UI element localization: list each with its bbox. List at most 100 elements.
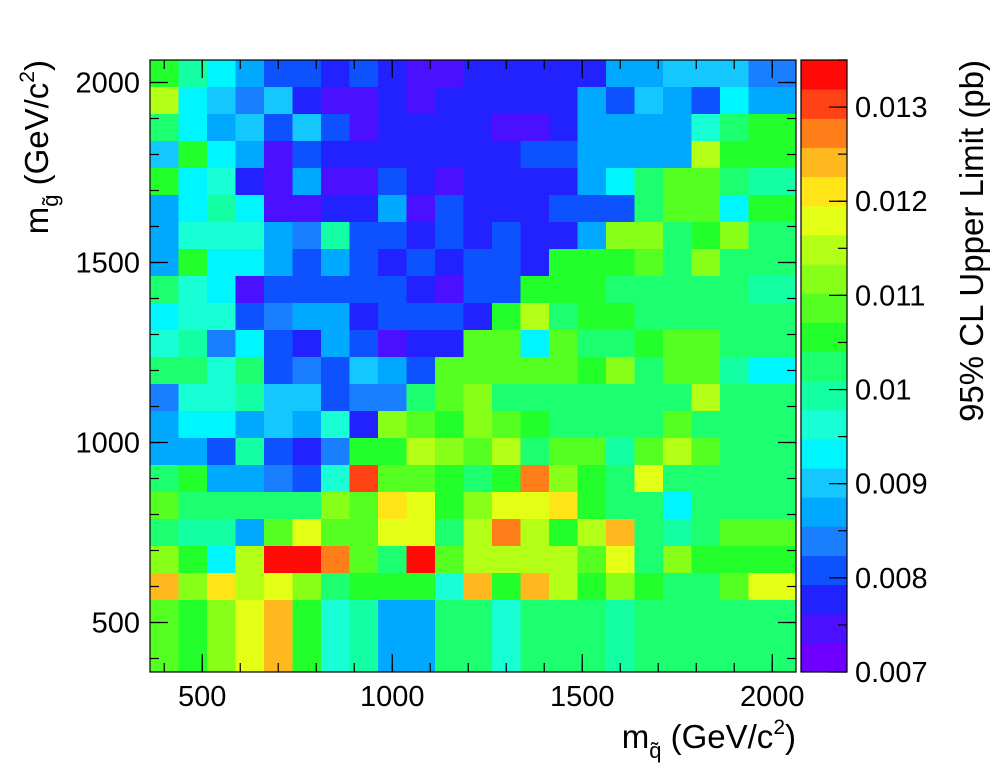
heatmap-cell — [178, 384, 208, 412]
heatmap-cell — [292, 87, 322, 115]
heatmap-cell — [492, 546, 522, 574]
heatmap-cell — [406, 438, 436, 466]
z-tick-label: 0.011 — [855, 280, 925, 312]
heatmap-cell — [720, 249, 750, 277]
color-scale-swatch — [801, 264, 847, 294]
heatmap-cell — [406, 330, 436, 358]
heatmap-cell — [463, 195, 493, 223]
heatmap-cell — [577, 438, 607, 466]
heatmap-cell — [378, 249, 408, 277]
heatmap-cell — [235, 222, 265, 250]
heatmap-cell — [663, 303, 693, 331]
heatmap-cell — [207, 438, 237, 466]
heatmap-cell — [520, 519, 550, 547]
z-tick-label: 0.01 — [855, 375, 911, 407]
heatmap-cell — [178, 600, 208, 628]
heatmap-cell — [777, 114, 796, 142]
x-tick-label: 1000 — [360, 681, 425, 713]
heatmap-cell — [549, 330, 579, 358]
heatmap-cell — [235, 600, 265, 628]
heatmap-cell — [435, 141, 465, 169]
heatmap-cell — [235, 546, 265, 574]
heatmap-cell — [549, 141, 579, 169]
heatmap-cell — [349, 492, 379, 520]
heatmap-cell — [634, 546, 664, 574]
heatmap-cell — [777, 60, 796, 88]
heatmap-cell — [549, 600, 579, 628]
heatmap-cell — [663, 141, 693, 169]
heatmap-cell — [321, 276, 351, 304]
heatmap-cell — [349, 303, 379, 331]
heatmap-cell — [207, 222, 237, 250]
heatmap-cell — [520, 60, 550, 88]
heatmap-cell — [748, 573, 778, 601]
heatmap-cell — [634, 276, 664, 304]
heatmap-cell — [235, 465, 265, 493]
heatmap-cell — [235, 411, 265, 439]
heatmap-cell — [378, 168, 408, 196]
heatmap-cell — [691, 249, 721, 277]
heatmap-cell — [435, 465, 465, 493]
heatmap-cell — [406, 465, 436, 493]
heatmap-cell — [235, 303, 265, 331]
heatmap-cell — [378, 141, 408, 169]
heatmap-cell — [492, 519, 522, 547]
heatmap-cell — [463, 222, 493, 250]
heatmap-cell — [150, 276, 180, 304]
heatmap-cell — [748, 330, 778, 358]
color-scale-swatch — [801, 234, 847, 265]
heatmap-cell — [150, 411, 180, 439]
heatmap-cell — [520, 168, 550, 196]
heatmap-cell — [606, 573, 636, 601]
heatmap-cell — [777, 330, 796, 358]
heatmap-cell — [549, 465, 579, 493]
heatmap-cell — [520, 384, 550, 412]
heatmap-cell — [264, 573, 294, 601]
heatmap-cell — [549, 546, 579, 574]
heatmap-cell — [691, 303, 721, 331]
heatmap-cell — [321, 411, 351, 439]
heatmap-cell — [463, 492, 493, 520]
heatmap-cell — [634, 492, 664, 520]
heatmap-cell — [492, 465, 522, 493]
heatmap-cell — [463, 573, 493, 601]
heatmap-cell — [349, 384, 379, 412]
heatmap-cell — [435, 222, 465, 250]
heatmap-cell — [349, 357, 379, 385]
heatmap-cell — [691, 195, 721, 223]
heatmap-cell — [663, 411, 693, 439]
heatmap-cell — [321, 519, 351, 547]
heatmap-cell — [349, 276, 379, 304]
heatmap-cell — [349, 519, 379, 547]
heatmap-cell — [264, 492, 294, 520]
color-scale-swatch — [801, 555, 847, 586]
heatmap-cell — [577, 141, 607, 169]
heatmap-cell — [463, 330, 493, 358]
heatmap-cell — [264, 411, 294, 439]
heatmap-cell — [178, 276, 208, 304]
heatmap-cell — [235, 384, 265, 412]
heatmap-cell — [435, 645, 465, 672]
heatmap-cell — [691, 222, 721, 250]
heatmap-cell — [292, 114, 322, 142]
heatmap-cell — [150, 168, 180, 196]
heatmap-cell — [264, 438, 294, 466]
heatmap-cell — [634, 141, 664, 169]
heatmap-cell — [748, 465, 778, 493]
heatmap-cell — [777, 384, 796, 412]
heatmap-cell — [378, 519, 408, 547]
heatmap-cell — [634, 330, 664, 358]
y-axis-title: mg̃ (GeV/c2) — [16, 60, 63, 234]
heatmap-cell — [321, 573, 351, 601]
heatmap-cell — [463, 249, 493, 277]
heatmap-cell — [406, 222, 436, 250]
heatmap-cell — [178, 87, 208, 115]
heatmap-cell — [292, 519, 322, 547]
heatmap-cell — [549, 573, 579, 601]
heatmap-cell — [663, 222, 693, 250]
heatmap-cell — [606, 195, 636, 223]
heatmap-cell — [720, 168, 750, 196]
heatmap-cell — [663, 492, 693, 520]
heatmap-cell — [235, 141, 265, 169]
heatmap-cell — [292, 465, 322, 493]
